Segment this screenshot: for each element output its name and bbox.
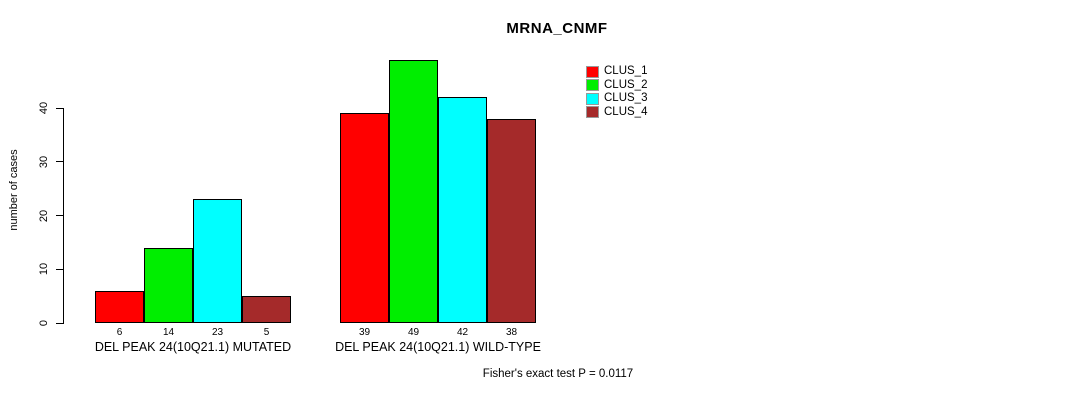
y-tick-label: 40 <box>38 101 50 115</box>
bar-value-label: 14 <box>162 327 175 338</box>
group-label: DEL PEAK 24(10Q21.1) MUTATED <box>94 340 292 354</box>
y-tick-label: 10 <box>38 263 50 276</box>
legend-item-clus_2: CLUS_2 <box>586 79 647 93</box>
bar-clus_4-group2 <box>487 118 536 323</box>
y-tick-mark <box>56 215 63 216</box>
legend-swatch <box>586 65 599 78</box>
bar-value-label: 39 <box>358 327 371 338</box>
bar-value-label: 6 <box>116 327 123 338</box>
bar-clus_1-group1 <box>95 290 144 323</box>
legend-item-clus_3: CLUS_3 <box>586 92 647 106</box>
y-tick-mark <box>56 107 63 109</box>
legend-label: CLUS_2 <box>604 78 648 91</box>
bar-value-label: 23 <box>211 327 224 338</box>
bar-value-label: 42 <box>456 327 469 338</box>
bar-clus_2-group2 <box>389 59 438 323</box>
y-tick-mark <box>56 268 63 270</box>
fisher-test-annotation: Fisher's exact test P = 0.0117 <box>482 368 634 380</box>
y-tick-label: 0 <box>38 319 50 327</box>
y-tick-mark <box>56 161 63 163</box>
bar-clus_2-group1 <box>144 247 193 323</box>
y-tick-label: 30 <box>38 155 50 168</box>
bar-value-label: 38 <box>505 327 518 338</box>
bar-clus_3-group2 <box>438 97 487 323</box>
legend-label: CLUS_1 <box>604 65 648 78</box>
bar-clus_4-group1 <box>242 296 291 323</box>
legend: CLUS_1 CLUS_2 CLUS_3 CLUS_4 <box>586 65 647 119</box>
legend-item-clus_1: CLUS_1 <box>586 65 647 79</box>
legend-swatch <box>586 92 599 105</box>
bar-clus_1-group2 <box>340 113 389 323</box>
legend-item-clus_4: CLUS_4 <box>586 106 647 120</box>
legend-label: CLUS_4 <box>604 105 648 118</box>
y-tick-mark <box>56 322 63 324</box>
bar-value-label: 49 <box>407 327 420 338</box>
y-axis-line <box>63 108 64 324</box>
bar-value-label: 5 <box>263 327 270 338</box>
group-label: DEL PEAK 24(10Q21.1) WILD-TYPE <box>335 340 541 354</box>
chart-title: MRNA_CNMF <box>506 20 608 37</box>
bar-clus_3-group1 <box>193 199 242 323</box>
legend-label: CLUS_3 <box>604 92 648 105</box>
y-tick-label: 20 <box>38 209 50 222</box>
y-axis-title: number of cases <box>8 149 20 231</box>
legend-swatch <box>586 79 599 92</box>
legend-swatch <box>586 106 599 119</box>
